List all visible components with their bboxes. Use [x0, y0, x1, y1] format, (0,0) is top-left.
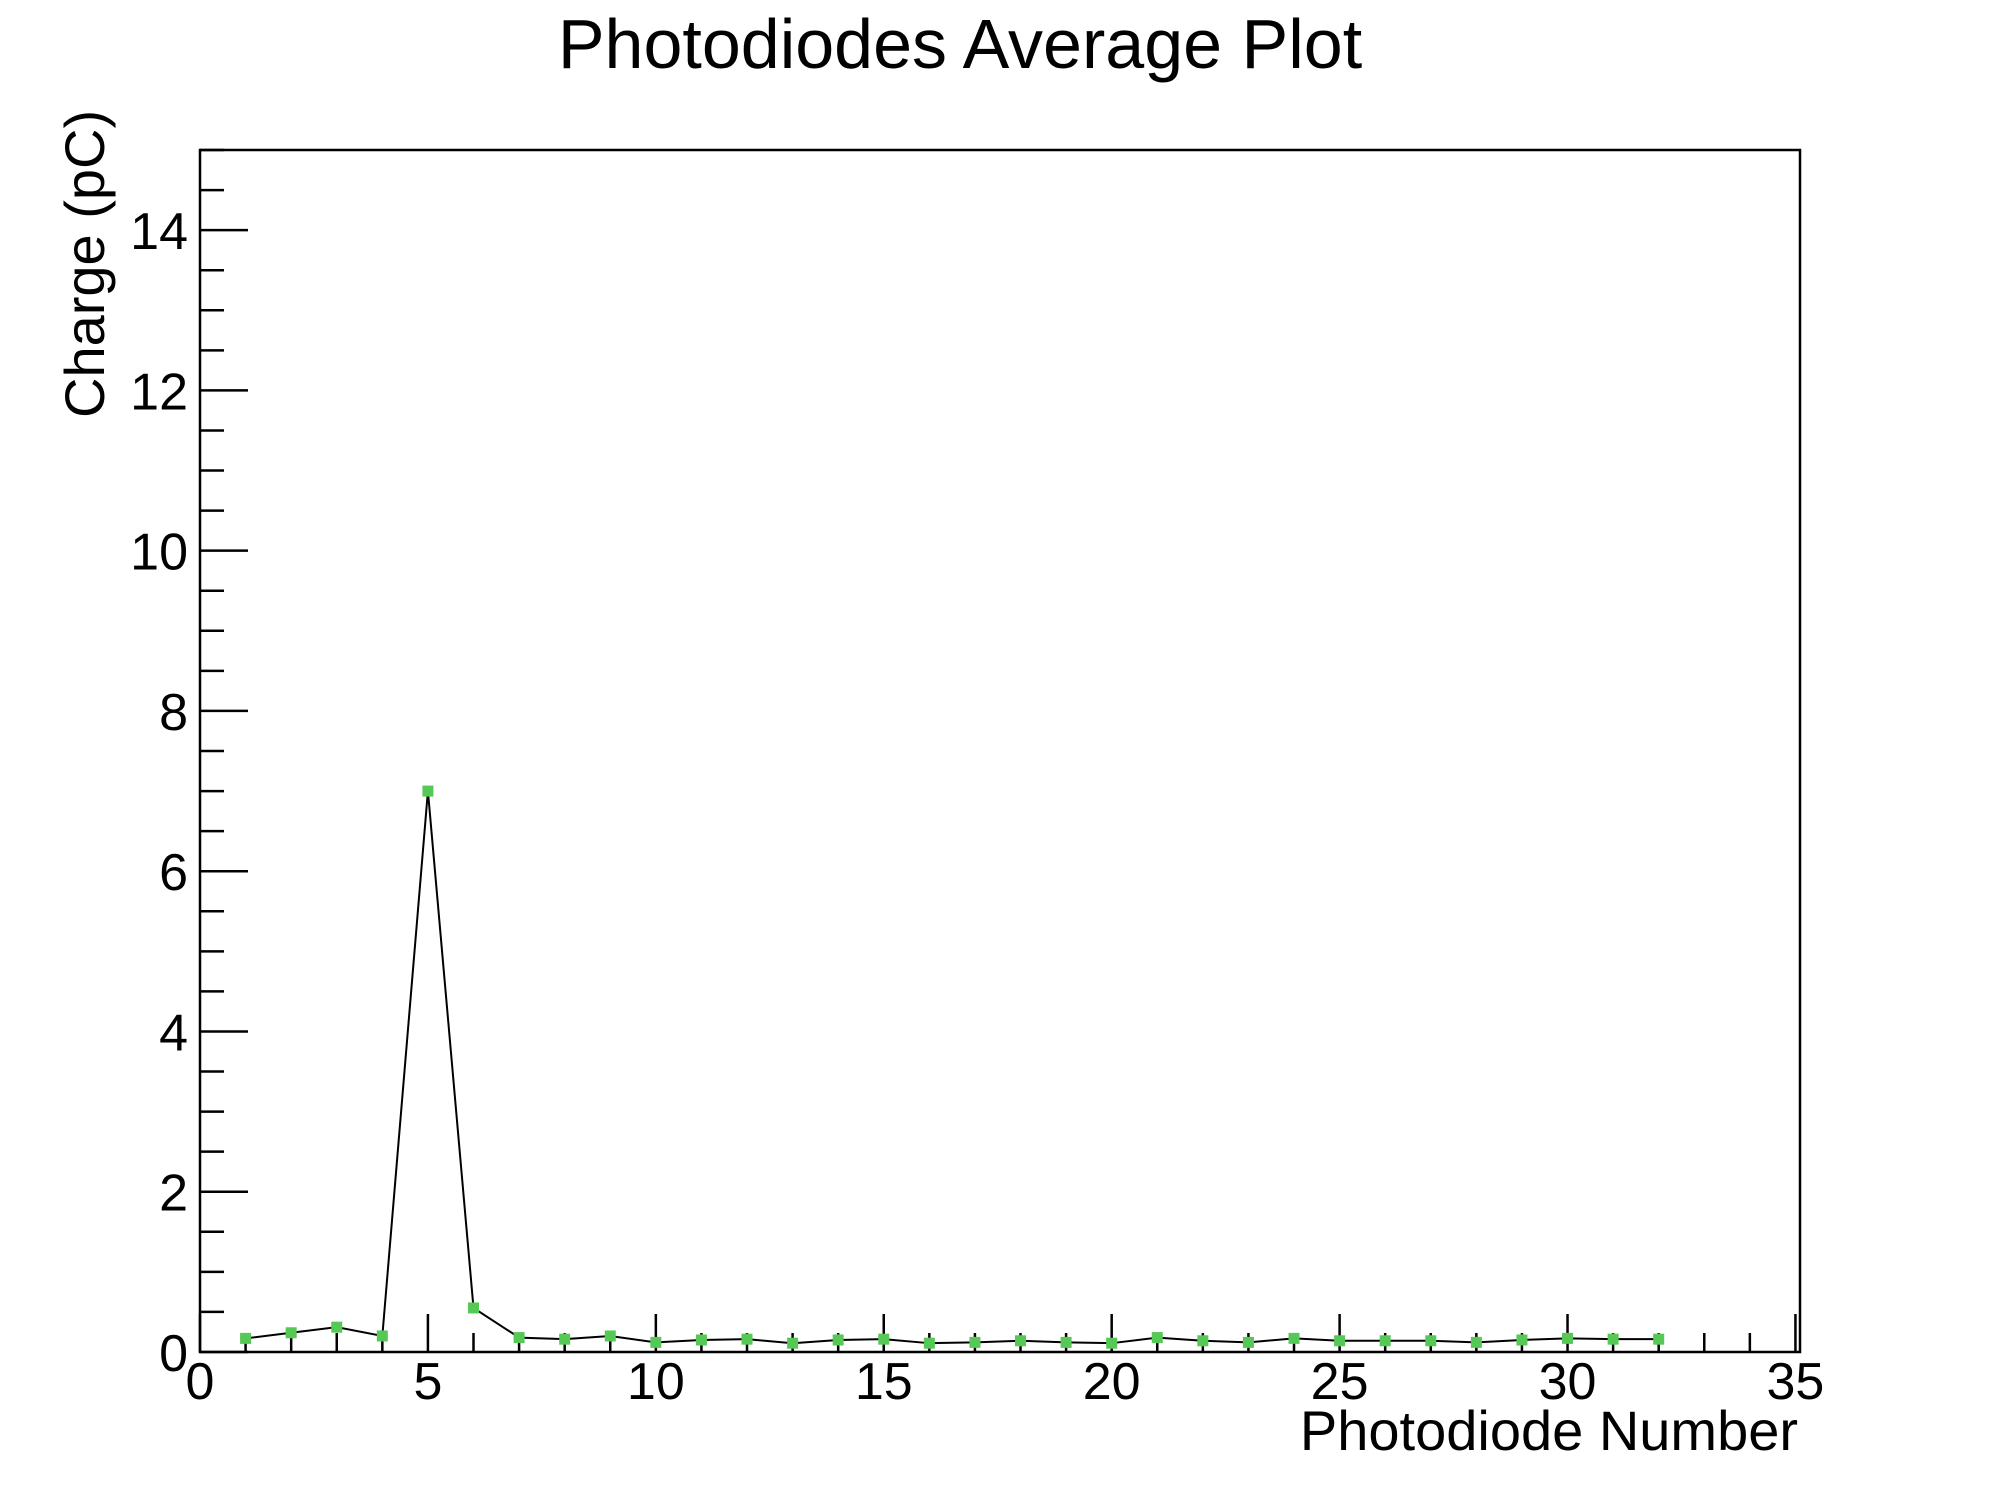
data-point-marker [285, 1327, 297, 1339]
chart-title: Photodiodes Average Plot [557, 5, 1363, 83]
y-tick-label: 8 [159, 684, 188, 742]
data-point-marker [1197, 1335, 1209, 1347]
plot-frame-border [198, 148, 1802, 1354]
y-tick-label: 0 [159, 1325, 188, 1383]
x-tick-label: 0 [186, 1353, 215, 1411]
y-tick-label: 10 [130, 524, 188, 582]
x-tick-label: 10 [627, 1353, 685, 1411]
data-point-marker [1562, 1332, 1574, 1344]
data-point-marker [1607, 1333, 1619, 1345]
data-point-marker [1379, 1335, 1391, 1347]
data-point-marker [1288, 1332, 1300, 1344]
data-point-marker [1151, 1332, 1163, 1344]
data-point-marker [513, 1332, 525, 1344]
data-point-marker [923, 1337, 935, 1349]
data-point-marker [1653, 1333, 1665, 1345]
data-point-marker [878, 1333, 890, 1345]
data-point-marker [1470, 1336, 1482, 1348]
x-tick-label: 15 [855, 1353, 913, 1411]
data-point-marker [1516, 1334, 1528, 1346]
data-point-marker [1015, 1335, 1027, 1347]
data-point-marker [1334, 1335, 1346, 1347]
data-point-marker [604, 1330, 616, 1342]
x-tick-label: 25 [1311, 1353, 1369, 1411]
data-point-marker [422, 785, 434, 797]
x-tick-label: 20 [1083, 1353, 1141, 1411]
x-tick-label: 35 [1767, 1353, 1825, 1411]
y-tick-label: 12 [130, 363, 188, 421]
data-point-marker [741, 1333, 753, 1345]
y-tick-label: 6 [159, 844, 188, 902]
data-point-marker [468, 1302, 480, 1314]
data-point-marker [650, 1336, 662, 1348]
y-tick-label: 2 [159, 1165, 188, 1223]
x-tick-label: 30 [1539, 1353, 1597, 1411]
data-point-marker [832, 1334, 844, 1346]
data-point-marker [240, 1332, 252, 1344]
data-point-marker [1242, 1336, 1254, 1348]
data-point-marker [1060, 1336, 1072, 1348]
data-point-marker [1106, 1337, 1118, 1349]
data-point-marker [1425, 1335, 1437, 1347]
data-point-marker [969, 1336, 981, 1348]
data-point-marker [331, 1321, 343, 1333]
x-tick-label: 5 [413, 1353, 442, 1411]
data-point-marker [787, 1337, 799, 1349]
data-line [245, 790, 1659, 1345]
x-axis-title: Photodiode Number [1299, 1399, 1798, 1462]
data-point-marker [695, 1334, 707, 1346]
y-tick-label: 14 [130, 203, 188, 261]
data-point-marker [559, 1333, 571, 1345]
data-point-marker [376, 1330, 388, 1342]
y-tick-label: 4 [159, 1004, 188, 1062]
